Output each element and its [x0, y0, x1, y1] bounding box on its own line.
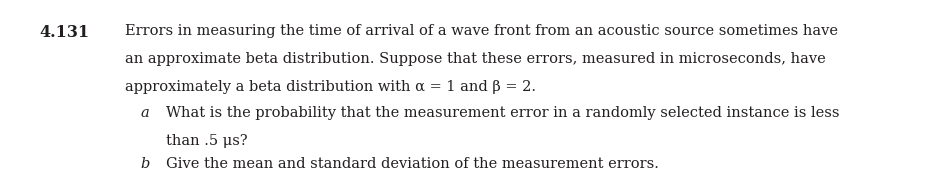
- Text: Errors in measuring the time of arrival of a wave front from an acoustic source : Errors in measuring the time of arrival …: [125, 24, 838, 37]
- Text: 4.131: 4.131: [40, 24, 90, 41]
- Text: approximately a beta distribution with α = 1 and β = 2.: approximately a beta distribution with α…: [125, 80, 537, 94]
- Text: b: b: [140, 157, 150, 171]
- Text: What is the probability that the measurement error in a randomly selected instan: What is the probability that the measure…: [166, 106, 839, 120]
- Text: Give the mean and standard deviation of the measurement errors.: Give the mean and standard deviation of …: [166, 157, 659, 171]
- Text: than .5 μs?: than .5 μs?: [166, 134, 247, 148]
- Text: an approximate beta distribution. Suppose that these errors, measured in microse: an approximate beta distribution. Suppos…: [125, 52, 826, 66]
- Text: a: a: [140, 106, 149, 120]
